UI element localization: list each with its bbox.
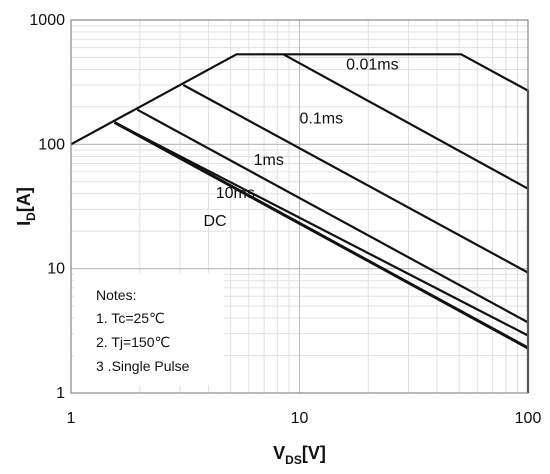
note-tc: 1. Tc=25℃ — [96, 310, 165, 326]
y-tick-label: 10 — [47, 261, 65, 278]
line-label-10ms: 10ms — [216, 185, 255, 202]
line-label-0-01ms: 0.01ms — [346, 56, 398, 73]
notes-background — [74, 273, 224, 385]
y-tick-label: 1000 — [29, 12, 65, 29]
notes-box: Notes: 1. Tc=25℃ 2. Tj=150℃ 3 .Single Pu… — [74, 273, 224, 385]
line-label-dc: DC — [203, 213, 226, 230]
y-tick-label: 100 — [38, 136, 65, 153]
x-tick-label: 1 — [67, 410, 76, 427]
line-label-0-1ms: 0.1ms — [300, 111, 344, 128]
y-tick-label: 1 — [56, 385, 65, 402]
y-axis-label: ID[A] — [14, 187, 38, 226]
x-tick-label: 100 — [515, 410, 542, 427]
series-line-dc — [113, 121, 529, 350]
line-label-1ms: 1ms — [254, 152, 284, 169]
x-tick-label: 10 — [291, 410, 309, 427]
plot-frame — [70, 19, 529, 394]
line-labels: 0.01ms 0.1ms 1ms 10ms DC — [203, 56, 398, 230]
tick-labels: 1 10 100 1 10 100 1000 — [29, 12, 541, 427]
notes-title: Notes: — [96, 287, 136, 303]
series-line-0-1ms — [182, 84, 529, 274]
note-single-pulse: 3 .Single Pulse — [96, 358, 190, 374]
series-line-10ms — [113, 121, 529, 337]
x-axis-label: VDS[V] — [273, 443, 326, 467]
series-line-0-01ms — [282, 53, 529, 190]
note-tj: 2. Tj=150℃ — [96, 334, 170, 350]
series-line-1ms — [136, 108, 529, 324]
